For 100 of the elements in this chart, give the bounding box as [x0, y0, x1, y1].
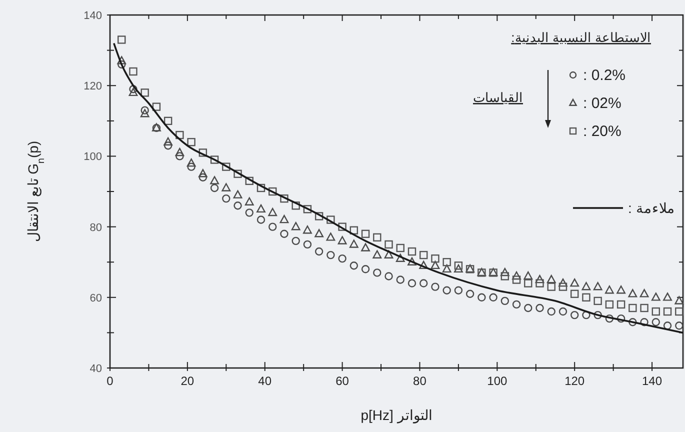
point: [222, 194, 230, 203]
y-tick-label: 60: [90, 292, 102, 304]
point: [466, 290, 474, 298]
point: [616, 314, 626, 323]
legend-title: :الاستطاعة النسبية البدنية: [511, 30, 651, 45]
point: [210, 156, 219, 164]
point: [442, 258, 451, 266]
point: [384, 272, 393, 280]
point: [129, 67, 138, 76]
x-tick-label: 0: [106, 374, 114, 388]
x-tick-label: 100: [487, 374, 508, 388]
x-tick-label: 60: [336, 374, 350, 388]
point: [582, 310, 590, 320]
point: [605, 300, 614, 309]
point: [478, 293, 486, 302]
point: [186, 158, 196, 167]
point: [442, 264, 452, 273]
point: [558, 282, 568, 291]
point: [512, 271, 521, 280]
point: [349, 240, 358, 248]
point: [245, 176, 254, 186]
point: [512, 300, 521, 309]
point: [268, 208, 278, 216]
point: [640, 289, 649, 298]
point: [384, 250, 394, 258]
point: [663, 322, 672, 330]
y-tick-label: 100: [84, 151, 102, 164]
point: [524, 271, 533, 280]
point: [176, 152, 184, 160]
point: [605, 314, 614, 323]
x-tick-label: 20: [180, 374, 194, 388]
point: [187, 138, 196, 146]
point: [372, 250, 382, 258]
point: [244, 197, 254, 206]
legend-label: : 20%: [583, 123, 622, 140]
point: [384, 240, 393, 249]
point: [454, 264, 463, 273]
point: [175, 148, 184, 156]
point: [350, 226, 358, 234]
x-axis-title: p[Hz] التواتر: [360, 407, 432, 424]
point: [489, 293, 498, 302]
point: [675, 322, 684, 330]
point: [256, 204, 266, 213]
point: [117, 56, 126, 64]
point: [628, 304, 637, 312]
point: [408, 247, 416, 256]
point: [582, 293, 590, 302]
point: [640, 318, 648, 326]
point: [419, 260, 428, 270]
point: [547, 307, 556, 316]
point: [350, 262, 358, 270]
point: [628, 289, 638, 298]
point: [570, 290, 579, 298]
point: [234, 170, 242, 178]
point: [338, 236, 347, 244]
point: [431, 254, 440, 263]
point: [663, 292, 672, 301]
point: [222, 162, 230, 171]
point: [616, 300, 626, 309]
legend-label: : 0.2%: [583, 67, 626, 84]
point: [558, 307, 568, 316]
point: [652, 307, 660, 316]
point: [280, 214, 289, 224]
point: [500, 296, 510, 306]
point: [210, 176, 219, 184]
point: [396, 244, 404, 252]
point: [524, 304, 532, 312]
y-tick-label: 120: [84, 80, 102, 93]
point: [140, 88, 149, 97]
point: [524, 279, 532, 288]
point: [431, 282, 440, 291]
point: [198, 169, 208, 178]
point: [326, 250, 335, 260]
point: [118, 36, 126, 44]
point: [140, 109, 150, 118]
point: [558, 278, 568, 287]
point: [373, 233, 382, 242]
point: [256, 184, 266, 192]
point: [674, 296, 684, 304]
point: [582, 282, 591, 290]
point: [536, 279, 544, 288]
x-tick-label: 140: [642, 374, 662, 388]
x-tick-label: 40: [258, 374, 272, 388]
point: [314, 212, 324, 220]
point: [547, 282, 556, 291]
point: [222, 183, 231, 192]
point: [640, 304, 648, 312]
point: [187, 162, 196, 171]
point: [420, 250, 428, 260]
point: [152, 102, 161, 111]
y-tick-label: 40: [90, 363, 102, 375]
point: [396, 276, 404, 284]
point: [245, 208, 254, 217]
point: [546, 274, 556, 284]
point: [500, 268, 510, 276]
point: [338, 222, 346, 231]
point: [198, 148, 208, 157]
point: [292, 202, 300, 210]
point: [512, 276, 521, 284]
point: [420, 279, 428, 288]
